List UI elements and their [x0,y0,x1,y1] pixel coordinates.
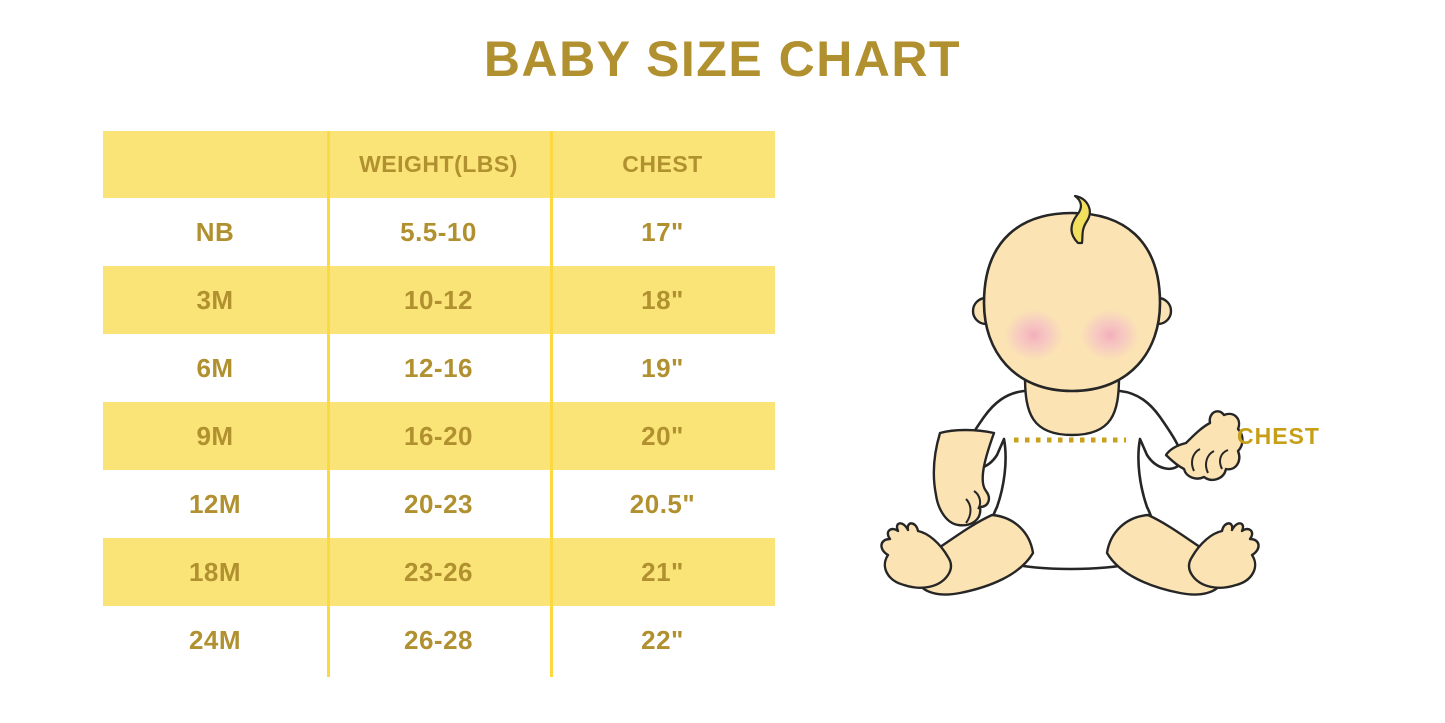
table-row: 12M 20-23 20.5" [103,470,775,538]
cell-weight: 12-16 [404,352,473,383]
column-separator-line [549,131,553,677]
cell-chest: 20.5" [629,488,696,519]
baby-cheeks [1005,310,1139,360]
table-row: 9M 16-20 20" [103,402,775,470]
cell-size: 3M [196,284,234,315]
cell-weight: 20-23 [404,488,473,519]
cell-chest: 18" [641,284,684,315]
baby-head [982,211,1162,393]
baby-arms [932,410,1244,527]
cell-weight: 26-28 [404,624,473,655]
column-separator-line [326,131,330,677]
cell-weight: 16-20 [404,420,473,451]
table-row: NB 5.5-10 17" [103,198,775,266]
cell-weight: 23-26 [404,556,473,587]
cell-chest: 20" [641,420,684,451]
cell-weight: 10-12 [404,284,473,315]
size-table: WEIGHT(LBS) CHEST NB 5.5-10 17" 3M 10-12… [103,131,775,674]
cell-chest: 22" [641,624,684,655]
cell-chest: 17" [641,216,684,247]
cell-weight: 5.5-10 [400,216,477,247]
table-row: 24M 26-28 22" [103,606,775,674]
baby-legs [880,513,1260,596]
cell-chest: 21" [641,556,684,587]
table-row: 3M 10-12 18" [103,266,775,334]
header-cell-size [103,131,327,198]
cell-size: 6M [196,352,234,383]
page-title: BABY SIZE CHART [483,31,962,87]
table-row: 18M 23-26 21" [103,538,775,606]
baby-hair [1070,194,1091,245]
cell-chest: 19" [641,352,684,383]
cell-size: 24M [188,624,242,655]
baby-neck [1023,375,1121,437]
chest-label: CHEST [1237,423,1320,449]
cell-size: NB [195,216,235,247]
cell-size: 18M [188,556,242,587]
baby-illustration [870,185,1350,625]
baby-illustration-svg [880,194,1260,596]
header-cell-chest: CHEST [622,151,703,177]
header-cell-weight: WEIGHT(LBS) [359,151,518,177]
cell-size: 12M [188,488,242,519]
cell-size: 9M [196,420,234,451]
table-row: 6M 12-16 19" [103,334,775,402]
table-header-row: WEIGHT(LBS) CHEST [103,131,775,198]
